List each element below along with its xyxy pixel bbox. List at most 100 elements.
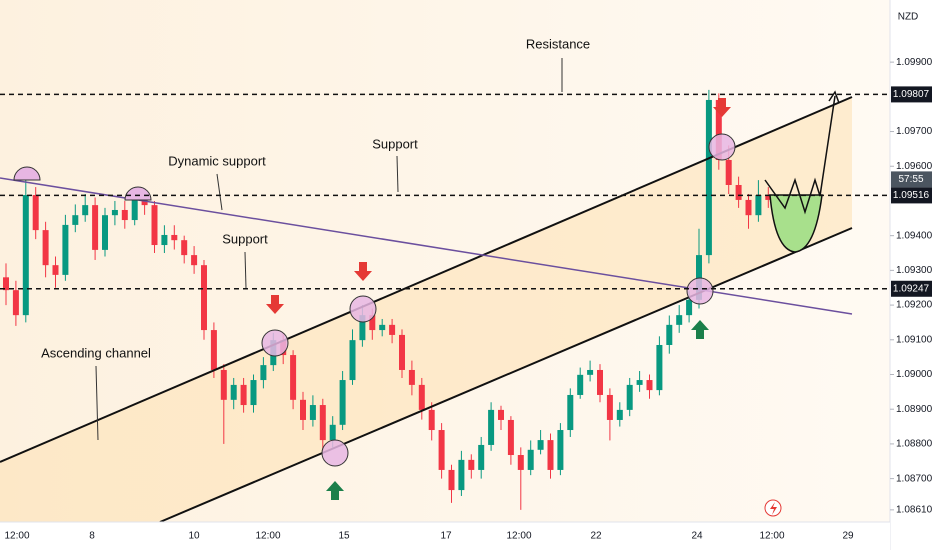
channel-fill <box>0 97 852 522</box>
candle-body <box>220 369 227 400</box>
candle-body <box>111 209 118 216</box>
candle-body <box>22 195 29 316</box>
candle-body <box>577 374 584 395</box>
y-tick-label: 1.09000 <box>896 369 932 380</box>
y-tick-label: 1.08610 <box>896 504 932 515</box>
candle-body <box>488 409 495 445</box>
countdown: 57:55 <box>898 174 923 185</box>
candle-body <box>418 384 425 410</box>
annotation-arrow <box>396 155 399 193</box>
x-tick-label: 8 <box>89 531 95 542</box>
y-tick-label: 1.09300 <box>896 265 932 276</box>
channel-lower <box>159 227 853 523</box>
annotation: Dynamic support <box>168 153 266 168</box>
projection-bowl <box>769 194 823 253</box>
candle-body <box>696 255 702 300</box>
candle-body <box>319 405 326 441</box>
level-label: 1.09807 <box>893 89 930 100</box>
candle-body <box>379 324 386 331</box>
candle-body <box>300 399 306 420</box>
candle-body <box>468 459 475 470</box>
candle-body <box>42 230 49 266</box>
candle-body <box>597 369 603 395</box>
up-arrow <box>326 481 344 500</box>
candle-body <box>428 409 435 431</box>
channel-upper <box>0 96 853 463</box>
y-tick-label: 1.08900 <box>896 404 932 415</box>
candle-body <box>498 409 504 420</box>
candle-body <box>171 234 178 241</box>
candle-body <box>151 205 158 246</box>
up-arrow <box>691 320 709 339</box>
candle-body <box>735 184 742 200</box>
annotation: Resistance <box>526 36 590 51</box>
x-tick-label: 29 <box>842 531 854 542</box>
candle-body <box>686 299 693 316</box>
y-tick-label: 1.09400 <box>896 230 932 241</box>
candle-body <box>537 440 544 450</box>
level-label-box <box>891 86 932 103</box>
candle-body <box>527 449 534 470</box>
candle-body <box>161 234 168 246</box>
drawings: Resistance Support Dynamic support Suppo… <box>0 36 890 523</box>
candle-body <box>755 195 762 216</box>
candle-body <box>705 99 712 256</box>
candle-body <box>181 240 188 256</box>
x-tick-label: 10 <box>188 531 200 542</box>
candle-body <box>121 209 128 221</box>
candle-body <box>141 199 148 206</box>
level-label-box <box>891 280 932 297</box>
candle-body <box>62 224 69 275</box>
candle-body <box>102 215 108 250</box>
candle-body <box>230 384 237 400</box>
y-tick-label: 1.08800 <box>896 439 932 450</box>
candle-body <box>349 340 356 381</box>
candle-body <box>408 369 415 385</box>
candle-body <box>448 469 455 491</box>
y-tick-label: 1.09700 <box>896 126 932 137</box>
candle-body <box>507 419 514 456</box>
candle-body <box>636 380 643 385</box>
time-axis <box>0 522 890 550</box>
candle-body <box>339 380 346 425</box>
candle-body <box>478 444 485 470</box>
candle-body <box>191 255 198 266</box>
candle-body <box>389 324 396 335</box>
candle-body <box>329 424 336 441</box>
candle-body <box>626 384 633 410</box>
x-tick-label: 12:00 <box>759 531 784 542</box>
x-tick-label: 12:00 <box>506 531 531 542</box>
y-tick-label: 1.09200 <box>896 300 932 311</box>
annotation-arrow <box>244 251 247 289</box>
down-arrow <box>266 295 284 314</box>
candle-body <box>646 380 653 391</box>
candle-body <box>3 277 9 291</box>
x-tick-label: 17 <box>440 531 452 542</box>
x-tick-label: 12:00 <box>4 531 29 542</box>
event-icon-bolt <box>770 502 777 515</box>
currency-label: NZD <box>898 12 919 23</box>
candle-body <box>676 315 683 325</box>
candle-body <box>765 195 772 200</box>
candle-body <box>567 394 574 431</box>
candle-body <box>587 369 594 375</box>
annotation: Support <box>222 231 268 246</box>
touch-marker <box>349 295 377 323</box>
touch-marker <box>708 133 736 161</box>
x-tick-label: 12:00 <box>255 531 280 542</box>
candle-body <box>201 265 207 331</box>
candle-body <box>458 459 465 491</box>
touch-marker <box>261 329 289 357</box>
candle-body <box>745 199 752 216</box>
candle-body <box>399 334 405 370</box>
y-tick-label: 1.09900 <box>896 57 932 68</box>
candle-body <box>725 160 732 185</box>
y-tick-label: 1.08700 <box>896 473 932 484</box>
countdown-box <box>891 171 932 188</box>
down-arrow <box>354 262 372 281</box>
touch-marker <box>321 439 349 467</box>
candle-body <box>369 315 376 331</box>
annotation-arrow <box>95 365 99 441</box>
x-tick-label: 15 <box>338 531 350 542</box>
